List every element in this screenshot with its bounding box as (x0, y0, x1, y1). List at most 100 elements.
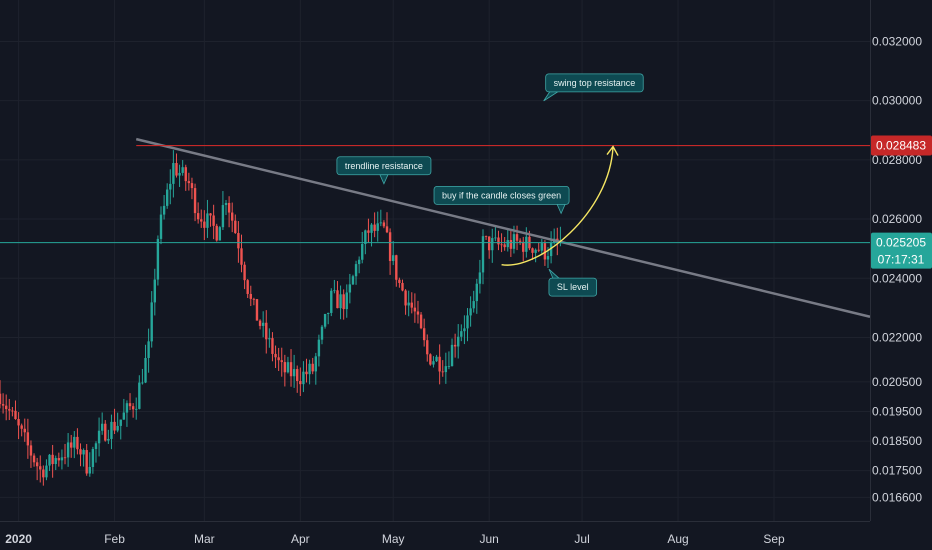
annotations: swing top resistance trendline resistance… (336, 73, 644, 297)
time-tick-label: Jun (480, 532, 499, 546)
candle-body (212, 215, 215, 226)
candle-body (234, 220, 237, 234)
candle-body (447, 366, 451, 367)
price-axis[interactable]: 0.032000 0.030000 0.028000 0.026000 0.024000… (872, 34, 922, 504)
candle-body (438, 356, 441, 372)
resistance-price-label: 0.028483 (876, 139, 926, 153)
candle-body (224, 202, 228, 206)
candle-body (240, 248, 243, 265)
candle-body (357, 259, 361, 265)
candle-body (518, 240, 522, 242)
candle-body (296, 369, 299, 382)
candle-body (531, 248, 534, 253)
candle-body (323, 313, 327, 327)
candle-body (478, 272, 482, 284)
candle-body (277, 357, 280, 361)
candle-body (113, 421, 116, 431)
candle-body (175, 163, 178, 176)
candle-body (165, 189, 169, 206)
time-tick-label: Mar (194, 532, 215, 546)
candle-body (419, 314, 423, 329)
candle-body (398, 279, 401, 283)
time-tick-label: May (382, 532, 405, 546)
candle-body (494, 237, 497, 239)
candle-body (73, 436, 76, 448)
candle-body (401, 282, 404, 291)
candle-body (218, 227, 222, 241)
candle-body (426, 340, 429, 355)
annotation-text: SL level (557, 282, 589, 292)
candle-body (481, 236, 485, 273)
annotation-sl[interactable]: SL level (548, 268, 598, 297)
price-tick-label: 0.022000 (872, 330, 922, 344)
annotation-text: swing top resistance (554, 78, 636, 88)
candle-body (450, 344, 454, 367)
time-tick-label: Feb (104, 532, 125, 546)
candle-body (500, 244, 503, 246)
candle-body (94, 443, 98, 449)
candle-body (249, 293, 252, 299)
candle-body (491, 238, 494, 251)
annotation-trendline[interactable]: trendline resistance (336, 156, 432, 185)
candle-body (484, 236, 488, 237)
candle-body (435, 356, 438, 362)
candle-body (354, 264, 358, 277)
candle-body (45, 465, 48, 478)
candle-body (60, 457, 64, 461)
candle-body (506, 240, 509, 248)
candle-body (413, 307, 417, 312)
candle-body (302, 371, 305, 385)
candle-body (416, 311, 420, 315)
candle-body (361, 244, 364, 260)
candle-body (200, 219, 203, 222)
candle-body (196, 213, 200, 220)
candle-body (14, 410, 17, 420)
annotation-swing_top[interactable]: swing top resistance (543, 73, 644, 102)
candle-body (97, 430, 101, 444)
candle-body (512, 234, 516, 249)
candle-body (116, 425, 119, 431)
time-axis-background (0, 521, 932, 550)
candle-body (54, 458, 57, 465)
candle-body (66, 442, 70, 458)
candle-body (540, 243, 544, 251)
candle-body (4, 405, 8, 410)
candle-body (135, 408, 138, 410)
candle-body (147, 341, 150, 358)
candle-body (376, 223, 379, 231)
candle-body (48, 454, 51, 466)
candle-body (333, 290, 336, 292)
candle-body (373, 224, 376, 231)
price-axis-background (870, 0, 932, 550)
candle-body (345, 292, 348, 310)
candle-body (79, 449, 82, 455)
candle-body (156, 238, 160, 280)
candle-body (549, 242, 553, 257)
candle-body (367, 230, 370, 233)
candle-body (280, 360, 283, 363)
price-tick-label: 0.032000 (872, 34, 922, 48)
trendline-resistance-line[interactable] (135, 137, 871, 318)
time-axis[interactable]: 2020 Feb Mar Apr May Jun Jul Aug Sep (5, 532, 785, 546)
candle-body (150, 302, 153, 342)
candle-body (385, 226, 389, 233)
candle-body (255, 299, 259, 321)
candle-body (215, 225, 218, 241)
candle-body (388, 232, 392, 261)
candle-body (178, 172, 181, 176)
candle-body (392, 255, 395, 261)
candle-body (203, 221, 206, 228)
annotation-buy[interactable]: buy if the candle closes green (433, 185, 570, 215)
candle-body (162, 205, 166, 215)
price-tick-label: 0.024000 (872, 271, 922, 285)
candle-body (469, 308, 472, 316)
projection-curve[interactable] (501, 146, 614, 266)
candle-body (299, 381, 302, 385)
candle-body (209, 213, 212, 216)
candle-body (17, 419, 20, 426)
candle-body (144, 357, 147, 383)
annotation-text: buy if the candle closes green (442, 190, 561, 200)
candle-body (76, 436, 79, 450)
candle-body (543, 243, 547, 260)
